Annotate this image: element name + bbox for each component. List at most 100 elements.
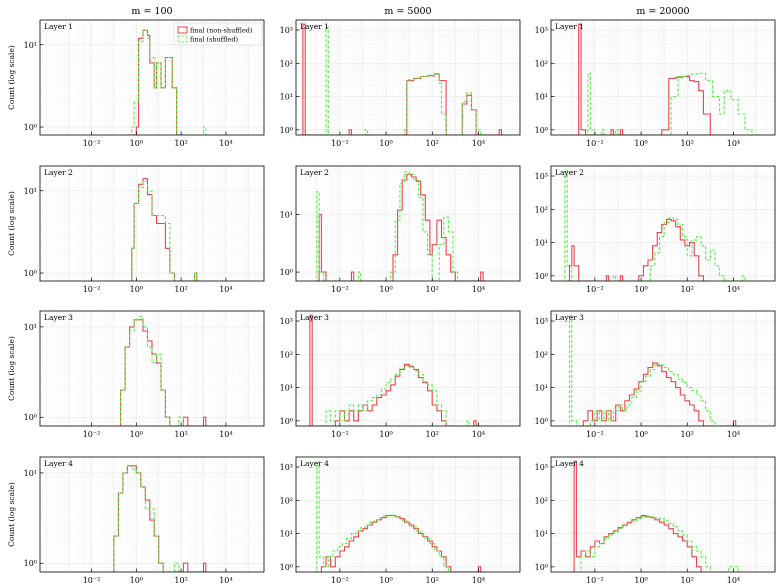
panel-label: Layer 1 — [300, 22, 329, 31]
panel-data — [571, 460, 743, 572]
y-tick-label: 10⁰ — [280, 268, 293, 277]
x-tick-label: 10⁻² — [83, 430, 101, 439]
x-tick-label: 10² — [426, 576, 439, 585]
y-tick-label: 10² — [535, 59, 548, 68]
series-shuffled-step-line — [314, 460, 453, 572]
y-tick-label: 10⁰ — [535, 126, 548, 135]
panel-frame — [550, 310, 776, 427]
x-tick-label: 10⁴ — [472, 285, 485, 294]
y-tick-label: 10³ — [535, 317, 548, 326]
x-tick-label: 10⁰ — [130, 430, 143, 439]
panel-label: Layer 1 — [555, 22, 584, 31]
y-tick-label: 10¹ — [535, 93, 548, 102]
x-tick-label: 10⁰ — [379, 576, 392, 585]
x-tick-label: 10² — [681, 139, 694, 148]
x-tick-label: 10⁻² — [331, 139, 349, 148]
series-non-shuffled-step-line — [567, 218, 708, 281]
y-tick-label: 10⁰ — [535, 417, 548, 426]
panel-frame — [550, 165, 776, 282]
x-tick-label: 10² — [681, 576, 694, 585]
x-tick-label: 10⁴ — [219, 285, 232, 294]
panel-data — [576, 23, 756, 135]
panel-layer-2-col-1: 10⁻² 10⁰ 10² 10⁴ 10⁰ 10¹ Layer 2 Count (log sca… — [7, 165, 265, 294]
y-tick-label: 10¹ — [280, 211, 293, 220]
panel-layer-1-col-3: 10⁻² 10⁰ 10² 10⁴ 10⁰ 10¹ 10² 10³ Layer 1 — [535, 19, 776, 148]
x-tick-label: 10⁻² — [586, 430, 604, 439]
series-shuffled-step-line — [129, 180, 201, 281]
x-tick-label: 10⁰ — [379, 139, 392, 148]
panel-label: Layer 3 — [44, 313, 73, 322]
y-tick-label: 10⁰ — [280, 563, 293, 572]
y-tick-label: 10³ — [280, 26, 293, 35]
panel-frame — [39, 456, 265, 573]
x-tick-label: 10⁴ — [727, 139, 740, 148]
x-tick-label: 10⁰ — [379, 285, 392, 294]
x-tick-label: 10⁰ — [634, 139, 647, 148]
y-axis-label: Count (log scale) — [7, 45, 16, 110]
panel-data — [307, 314, 481, 426]
y-tick-label: 10¹ — [24, 187, 37, 196]
panel-label: Layer 1 — [44, 22, 73, 31]
x-tick-label: 10⁴ — [472, 139, 485, 148]
y-tick-label: 10³ — [280, 317, 293, 326]
y-tick-label: 10³ — [535, 172, 548, 181]
y-tick-label: 10¹ — [280, 530, 293, 539]
series-non-shuffled-step-line — [581, 362, 740, 426]
panel-data — [300, 23, 506, 135]
x-tick-label: 10⁴ — [727, 285, 740, 294]
series-shuffled-step-line — [129, 29, 210, 135]
series-shuffled-step-line — [314, 171, 462, 281]
x-tick-label: 10² — [681, 285, 694, 294]
x-tick-label: 10² — [426, 430, 439, 439]
x-tick-label: 10⁴ — [472, 430, 485, 439]
y-tick-label: 10⁰ — [24, 123, 37, 132]
series-non-shuffled-step-line — [111, 465, 210, 572]
panel-label: Layer 4 — [44, 459, 73, 468]
x-tick-label: 10⁻² — [586, 285, 604, 294]
y-tick-label: 10¹ — [280, 93, 293, 102]
column-title: m = 100 — [131, 6, 172, 17]
x-tick-label: 10⁻² — [83, 139, 101, 148]
y-tick-label: 10⁰ — [535, 563, 548, 572]
legend-box — [173, 22, 263, 46]
x-tick-label: 10⁴ — [219, 576, 232, 585]
x-tick-label: 10⁻² — [586, 576, 604, 585]
panel-label: Layer 3 — [300, 313, 329, 322]
series-non-shuffled-step-line — [118, 319, 210, 426]
y-tick-label: 10³ — [535, 26, 548, 35]
x-tick-label: 10⁰ — [130, 576, 143, 585]
panel-label: Layer 3 — [555, 313, 584, 322]
y-tick-label: 10¹ — [280, 384, 293, 393]
y-tick-label: 10² — [535, 205, 548, 214]
x-tick-label: 10⁻² — [586, 139, 604, 148]
x-tick-label: 10⁰ — [634, 285, 647, 294]
y-tick-label: 10¹ — [535, 239, 548, 248]
panel-frame — [295, 165, 521, 282]
y-tick-label: 10² — [535, 350, 548, 359]
series-shuffled-step-line — [323, 365, 474, 426]
column-title: m = 5000 — [384, 6, 431, 17]
y-tick-label: 10³ — [280, 463, 293, 472]
panel-frame — [39, 19, 265, 136]
panel-data — [129, 178, 201, 281]
panel-label: Layer 2 — [44, 168, 73, 177]
series-non-shuffled-step-line — [129, 178, 201, 281]
x-tick-label: 10⁰ — [379, 430, 392, 439]
panel-data — [314, 171, 488, 281]
y-tick-label: 10¹ — [535, 384, 548, 393]
x-tick-label: 10² — [426, 139, 439, 148]
y-tick-label: 10⁰ — [24, 413, 37, 422]
x-tick-label: 10⁴ — [219, 430, 232, 439]
x-tick-label: 10⁰ — [130, 285, 143, 294]
panel-label: Layer 2 — [300, 168, 329, 177]
series-shuffled-step-line — [567, 314, 719, 426]
x-tick-label: 10⁴ — [727, 430, 740, 439]
x-tick-label: 10⁴ — [219, 139, 232, 148]
panel-frame — [295, 310, 521, 427]
series-non-shuffled-step-line — [307, 314, 481, 426]
x-tick-label: 10⁻² — [331, 576, 349, 585]
panel-layer-1-col-1: 10⁻² 10⁰ 10² 10⁴ 10⁰ 10¹ Layer 1 Count (log sca… — [7, 19, 265, 148]
